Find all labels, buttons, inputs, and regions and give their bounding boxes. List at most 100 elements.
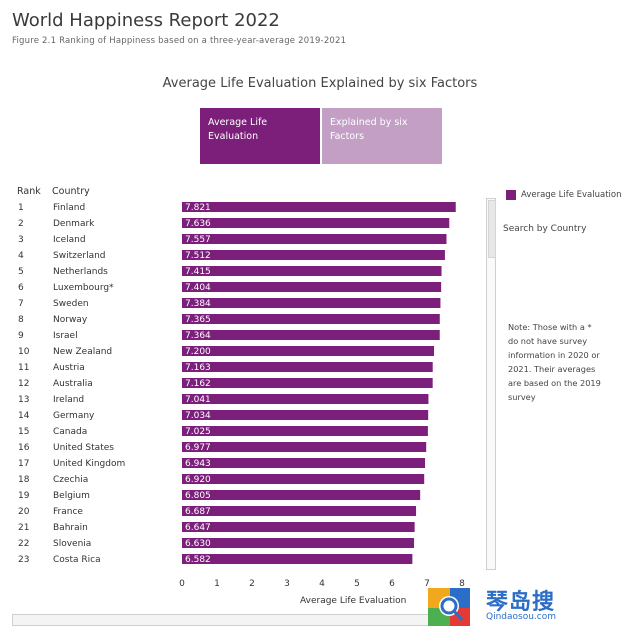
x-axis-title: Average Life Evaluation bbox=[300, 596, 407, 606]
country-label: Australia bbox=[53, 379, 93, 389]
bar-value-label: 6.647 bbox=[185, 523, 211, 533]
bar bbox=[182, 538, 415, 548]
bar bbox=[182, 330, 440, 340]
country-column-header: Country bbox=[52, 186, 90, 197]
watermark-logo-icon bbox=[428, 588, 470, 626]
rank-label: 1 bbox=[18, 203, 24, 213]
search-by-country-label[interactable]: Search by Country bbox=[503, 224, 587, 234]
x-tick-label: 3 bbox=[284, 579, 290, 589]
horizontal-scrollbar[interactable] bbox=[12, 614, 430, 626]
chart-title: Average Life Evaluation Explained by six… bbox=[162, 76, 478, 91]
rank-label: 14 bbox=[18, 411, 30, 421]
bar-value-label: 7.163 bbox=[185, 363, 211, 373]
legend-swatch bbox=[506, 190, 516, 200]
bar bbox=[182, 234, 447, 244]
bar-value-label: 7.025 bbox=[185, 427, 211, 437]
country-label: United Kingdom bbox=[53, 459, 125, 469]
rank-label: 16 bbox=[18, 443, 30, 453]
bar bbox=[182, 362, 433, 372]
rank-label: 17 bbox=[18, 459, 29, 469]
rank-label: 9 bbox=[18, 331, 24, 341]
bar bbox=[182, 346, 434, 356]
country-label: United States bbox=[53, 443, 114, 453]
survey-note: Note: Those with a * do not have survey … bbox=[508, 322, 601, 402]
bar bbox=[182, 298, 441, 308]
tab-average-life-evaluation[interactable]: Average Life Evaluation bbox=[200, 108, 320, 164]
rank-label: 3 bbox=[18, 235, 24, 245]
bar bbox=[182, 378, 433, 388]
country-label: Belgium bbox=[53, 491, 90, 501]
bar bbox=[182, 266, 442, 276]
bar-value-label: 6.630 bbox=[185, 539, 211, 549]
bar bbox=[182, 474, 425, 484]
bar-value-label: 7.384 bbox=[185, 299, 211, 309]
x-tick-label: 6 bbox=[389, 579, 395, 589]
rank-label: 15 bbox=[18, 427, 29, 437]
rank-label: 12 bbox=[18, 379, 29, 389]
x-tick-label: 8 bbox=[459, 579, 465, 589]
bar bbox=[182, 314, 440, 324]
bar-value-label: 6.943 bbox=[185, 459, 211, 469]
bar bbox=[182, 522, 415, 532]
bar-value-label: 6.977 bbox=[185, 443, 211, 453]
x-tick-label: 7 bbox=[424, 579, 430, 589]
rank-label: 4 bbox=[18, 251, 24, 261]
bar bbox=[182, 394, 429, 404]
watermark-url: Qindaosou.com bbox=[486, 612, 557, 622]
country-label: Austria bbox=[53, 363, 85, 373]
country-label: Bahrain bbox=[53, 523, 88, 533]
bar bbox=[182, 202, 456, 212]
country-label: Costa Rica bbox=[53, 555, 101, 565]
country-label: Finland bbox=[53, 203, 85, 213]
rank-label: 7 bbox=[18, 299, 24, 309]
rank-label: 13 bbox=[18, 395, 29, 405]
bar-value-label: 7.162 bbox=[185, 379, 211, 389]
legend: Average Life Evaluation bbox=[506, 190, 621, 200]
bar-value-label: 6.687 bbox=[185, 507, 211, 517]
bar bbox=[182, 458, 426, 468]
bar-value-label: 7.821 bbox=[185, 203, 211, 213]
country-label: Slovenia bbox=[53, 539, 91, 549]
x-tick-label: 0 bbox=[179, 579, 185, 589]
bar-value-label: 7.034 bbox=[185, 411, 211, 421]
report-subtitle: Figure 2.1 Ranking of Happiness based on… bbox=[12, 36, 347, 46]
bar bbox=[182, 218, 450, 228]
country-label: Iceland bbox=[53, 235, 86, 245]
country-label: Norway bbox=[53, 315, 88, 325]
rank-label: 11 bbox=[18, 363, 29, 373]
x-tick-label: 5 bbox=[354, 579, 360, 589]
rank-label: 20 bbox=[18, 507, 30, 517]
bar-value-label: 7.557 bbox=[185, 235, 211, 245]
rank-label: 23 bbox=[18, 555, 29, 565]
bar-value-label: 6.582 bbox=[185, 555, 211, 565]
x-tick-label: 2 bbox=[249, 579, 255, 589]
rank-label: 10 bbox=[18, 347, 30, 357]
country-label: Switzerland bbox=[53, 251, 106, 261]
bar-value-label: 6.805 bbox=[185, 491, 211, 501]
country-label: Netherlands bbox=[53, 267, 108, 277]
country-label: Germany bbox=[53, 411, 95, 421]
rank-label: 8 bbox=[18, 315, 24, 325]
report-title: World Happiness Report 2022 bbox=[12, 10, 280, 31]
bar-value-label: 7.415 bbox=[185, 267, 211, 277]
bar-value-label: 6.920 bbox=[185, 475, 211, 485]
bar bbox=[182, 410, 429, 420]
rank-label: 22 bbox=[18, 539, 29, 549]
bar bbox=[182, 554, 413, 564]
bar-value-label: 7.364 bbox=[185, 331, 211, 341]
rank-label: 19 bbox=[18, 491, 30, 501]
watermark: 琴岛搜 Qindaosou.com bbox=[426, 580, 586, 630]
bar-value-label: 7.041 bbox=[185, 395, 211, 405]
bar bbox=[182, 442, 427, 452]
legend-label: Average Life Evaluation bbox=[521, 190, 622, 200]
country-label: Czechia bbox=[53, 475, 88, 485]
vertical-scroll-thumb[interactable] bbox=[488, 200, 496, 258]
bar bbox=[182, 426, 428, 436]
bar bbox=[182, 250, 445, 260]
country-label: Luxembourg* bbox=[53, 283, 114, 293]
tab-explained-by-six-factors[interactable]: Explained by six Factors bbox=[322, 108, 442, 164]
bar-value-label: 7.636 bbox=[185, 219, 211, 229]
bar bbox=[182, 490, 421, 500]
bar-value-label: 7.365 bbox=[185, 315, 211, 325]
vertical-scrollbar[interactable] bbox=[486, 198, 496, 570]
